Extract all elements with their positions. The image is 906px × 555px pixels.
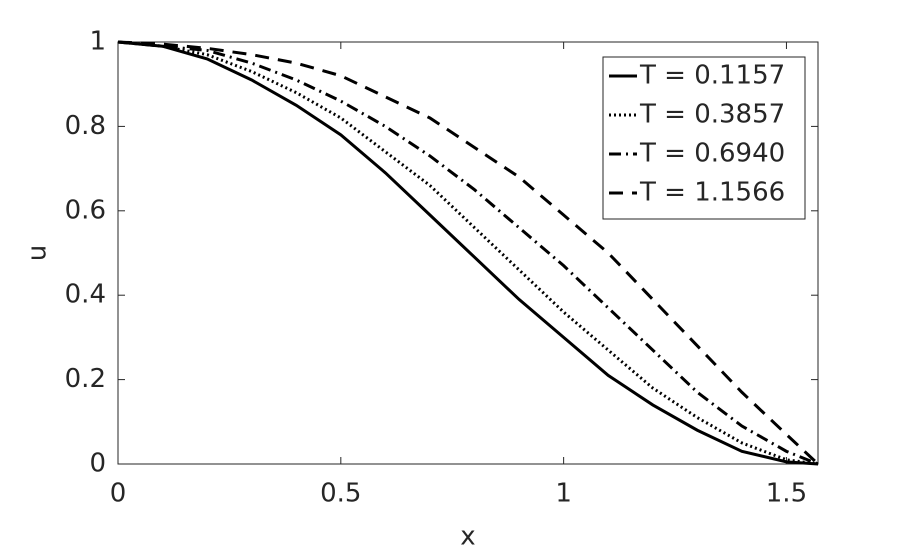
line	[117, 40, 819, 466]
legend-label: T = 0.6940	[639, 139, 785, 169]
x-axis-label: x	[460, 522, 475, 552]
line	[117, 40, 820, 466]
x-tick-label: 0	[110, 479, 127, 509]
y-tick-label: 1	[89, 27, 106, 57]
legend-label: T = 0.3857	[639, 100, 785, 130]
y-tick-label: 0.4	[65, 280, 106, 310]
line	[117, 40, 819, 466]
legend-label: T = 1.1566	[639, 178, 785, 208]
y-tick-label: 0	[89, 449, 106, 479]
y-tick-label: 0.6	[65, 195, 106, 225]
y-tick-label: 0.2	[65, 364, 106, 394]
x-tick-label: 0.5	[320, 479, 361, 509]
y-axis-label: u	[23, 245, 53, 261]
line	[117, 40, 819, 466]
legend-label: T = 0.1157	[639, 61, 785, 91]
x-tick-label: 1	[555, 479, 572, 509]
x-tick-label: 1.5	[766, 479, 807, 509]
y-tick-label: 0.8	[65, 111, 106, 141]
